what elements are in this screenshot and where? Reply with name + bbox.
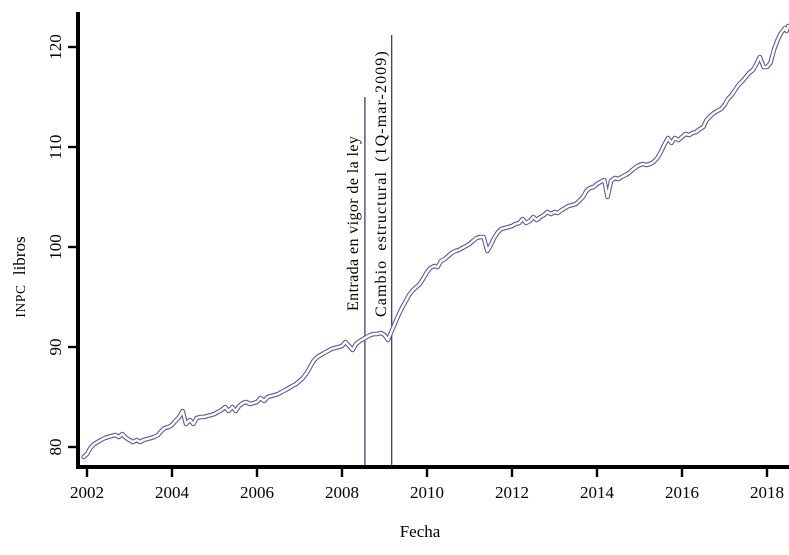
- x-tick-label: 2018: [750, 483, 784, 502]
- x-axis-title: Fecha: [400, 522, 441, 541]
- y-axis-title-acronym: INPC: [13, 284, 28, 317]
- y-tick-label: 90: [46, 339, 65, 356]
- x-tick-label: 2008: [325, 483, 359, 502]
- axis-ticks: 2002 2004 2006 2008 2010 2012 2014 2016 2018 80 90…: [46, 34, 784, 502]
- series-line-outline: [81, 23, 789, 460]
- x-tick-label: 2010: [410, 483, 444, 502]
- series-line-core: [82, 24, 789, 459]
- y-tick-label: 80: [46, 439, 65, 456]
- annotation-cambio-estructural-label: Cambio estructural (1Q-mar-2009): [373, 50, 390, 317]
- x-tick-label: 2002: [70, 483, 104, 502]
- x-tick-label: 2006: [240, 483, 274, 502]
- y-tick-label: 100: [46, 234, 65, 260]
- x-tick-label: 2012: [495, 483, 529, 502]
- y-axis-title: INPC libros: [10, 236, 29, 317]
- y-axis-title-rest: libros: [10, 236, 29, 275]
- y-tick-label: 110: [46, 135, 65, 160]
- y-tick-label: 120: [46, 34, 65, 60]
- annotation-entrada-en-vigor-label: Entrada en vigor de la ley: [345, 136, 362, 311]
- x-tick-label: 2004: [155, 483, 190, 502]
- x-tick-label: 2014: [580, 483, 615, 502]
- x-tick-label: 2016: [665, 483, 699, 502]
